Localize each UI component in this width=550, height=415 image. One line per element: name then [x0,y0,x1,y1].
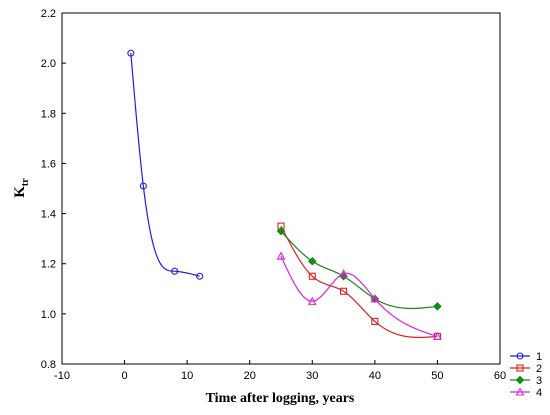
data-point [276,226,286,236]
data-point [308,272,316,280]
data-point [433,302,442,311]
legend-marker [516,352,524,360]
data-point [340,287,348,295]
y-tick-label: 1.0 [41,309,56,321]
legend-marker [515,375,525,385]
data-point [433,331,442,340]
legend-label: 2 [536,363,542,375]
data-point [139,182,147,190]
data-point [370,294,380,303]
x-axis: -10 0 10 20 30 40 50 60 [54,360,506,382]
legend-marker [515,387,525,396]
series-1 [127,49,204,280]
series-layer [127,49,442,340]
x-tick-label: 50 [431,370,443,382]
data-point [371,317,379,325]
series-line-1 [130,53,200,277]
x-tick-label: 60 [494,370,506,382]
data-point [196,272,204,280]
series-3 [276,226,442,311]
x-tick-label: 0 [122,370,128,382]
y-axis-label-sub: tr [20,178,31,186]
y-axis-label: Ktr [12,178,31,198]
series-line-3 [280,230,438,310]
legend-item-4: 4 [510,387,542,399]
plot-area [61,12,501,365]
series-4 [276,251,442,340]
x-tick-label: 40 [369,370,381,382]
legend-label: 3 [536,375,542,387]
data-point [308,256,317,266]
y-tick-label: 1.2 [41,259,56,271]
y-tick-label: 1.6 [41,158,56,170]
series-2 [277,222,441,340]
data-point [171,267,179,275]
x-tick-label: 20 [244,370,256,382]
y-tick-label: 0.8 [41,359,56,371]
y-axis-label-main: K [12,186,28,198]
data-point [127,49,135,57]
x-tick-label: 30 [306,370,318,382]
x-tick-label: -10 [54,370,70,382]
data-point [339,269,348,278]
data-point [276,251,286,260]
legend-item-2: 2 [510,363,542,375]
legend-item-3: 3 [510,375,542,387]
data-point [307,296,317,305]
series-line-4 [280,255,438,337]
y-tick-label: 1.4 [41,209,56,221]
legend-label: 1 [536,351,542,363]
legend-item-1: 1 [510,351,542,363]
legend-label: 4 [536,387,542,399]
x-tick-label: 10 [181,370,193,382]
series-line-2 [280,225,438,339]
y-tick-label: 1.8 [41,108,56,120]
x-axis-label: Time after logging, years [206,391,355,406]
y-tick-label: 2.2 [41,8,56,20]
y-tick-label: 2.0 [41,58,56,70]
y-axis: 0.8 1.0 1.2 1.4 1.6 1.8 2.0 2.2 [41,8,66,371]
legend-marker [516,364,524,372]
